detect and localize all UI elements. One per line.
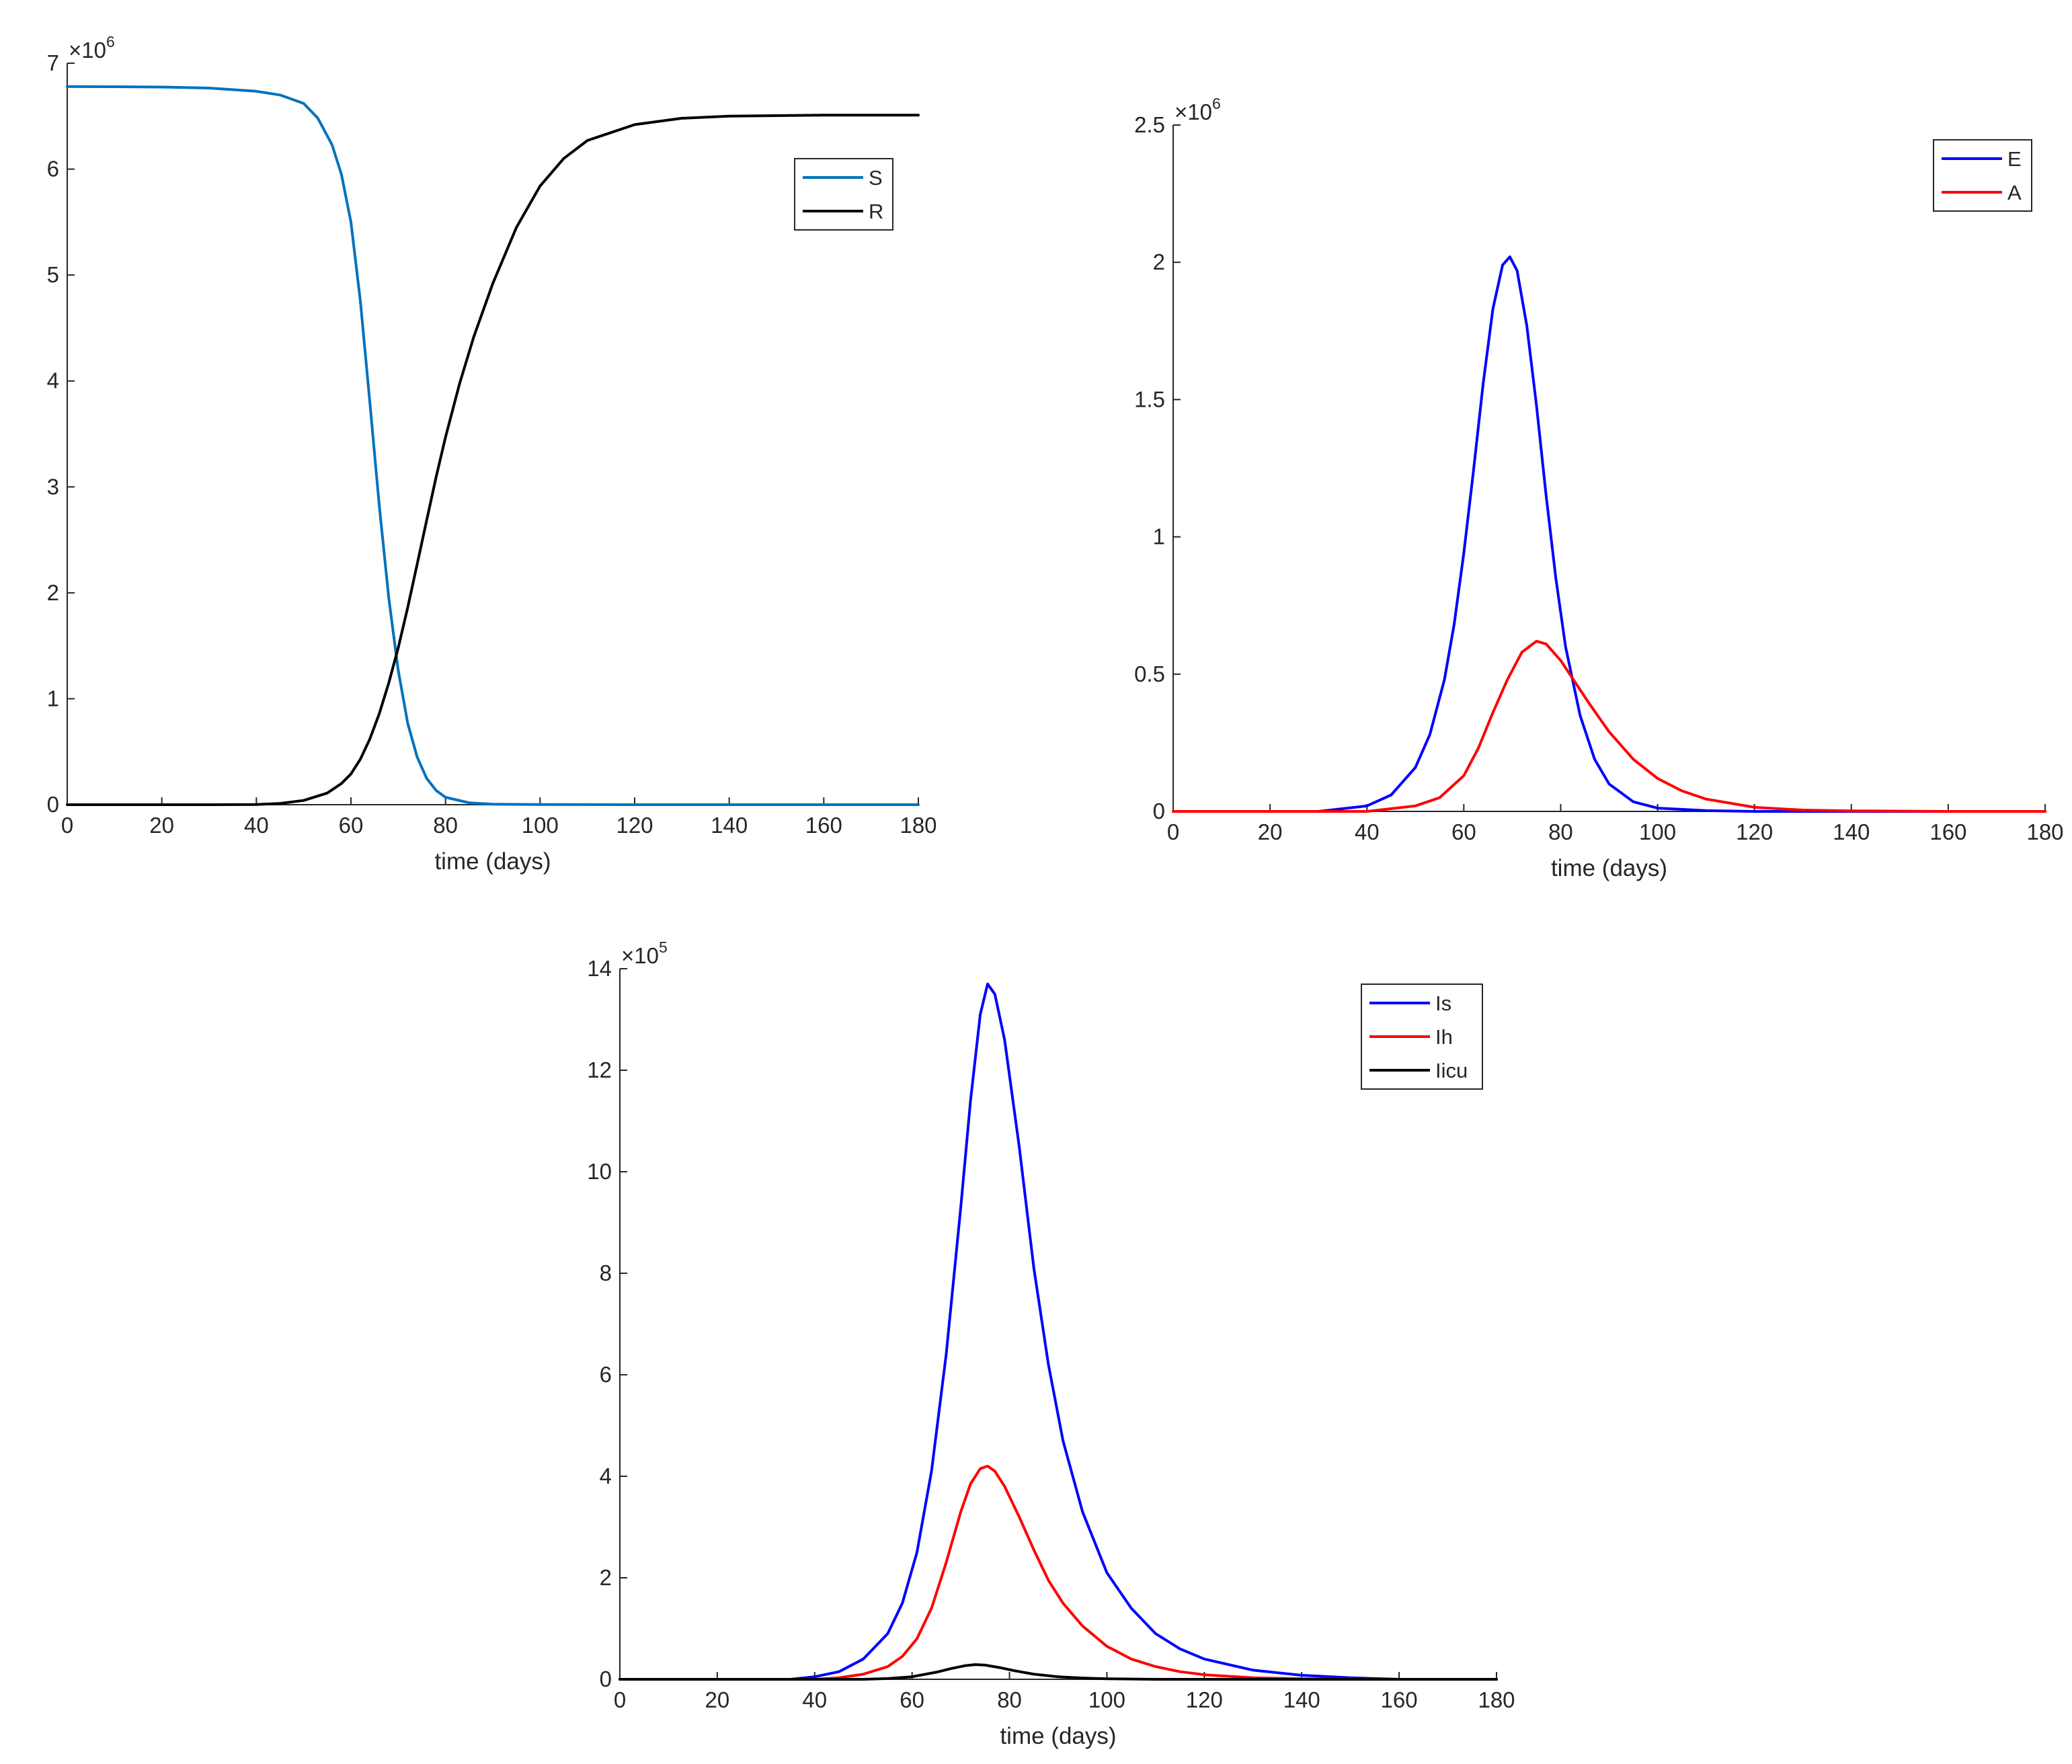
legend-label-e: E: [2007, 147, 2022, 171]
x-tick-label: 40: [802, 1687, 827, 1712]
x-tick-label: 100: [1088, 1687, 1125, 1712]
y-tick-label: 7: [47, 50, 59, 75]
y-tick-label: 8: [600, 1260, 612, 1285]
x-tick-label: 0: [61, 813, 73, 838]
x-tick-label: 20: [149, 813, 174, 838]
x-tick-label: 100: [1639, 819, 1676, 844]
y-tick-label: 0: [600, 1667, 612, 1691]
legend-label-a: A: [2007, 181, 2022, 204]
x-tick-label: 40: [1355, 819, 1380, 844]
y-tick-label: 5: [47, 262, 59, 287]
y-tick-label: 1.5: [1134, 387, 1165, 411]
x-tick-label: 0: [614, 1687, 626, 1712]
x-tick-label: 20: [705, 1687, 730, 1712]
x-tick-label: 60: [339, 813, 364, 838]
legend-box: [1933, 139, 2032, 212]
y-tick-label: 10: [587, 1159, 612, 1184]
y-tick-label: 0.5: [1134, 662, 1165, 686]
y-tick-label: 12: [587, 1057, 612, 1082]
x-tick-label: 120: [1186, 1687, 1223, 1712]
y-tick-label: 6: [600, 1362, 612, 1387]
y-tick-label: 0: [1153, 799, 1165, 824]
y-exponent-power: 6: [106, 33, 115, 50]
x-axis-label: time (days): [434, 848, 551, 875]
x-tick-label: 80: [997, 1687, 1022, 1712]
y-tick-label: 1: [1153, 524, 1165, 549]
series-line-s: [66, 85, 920, 806]
y-exponent-base: ×10: [69, 38, 106, 63]
y-exponent-power: 6: [1212, 95, 1221, 112]
series-line-a: [1172, 639, 2046, 813]
x-tick-label: 180: [2026, 819, 2063, 844]
x-tick-label: 80: [1548, 819, 1573, 844]
x-tick-label: 140: [1833, 819, 1870, 844]
x-tick-label: 120: [616, 813, 653, 838]
y-tick-label: 3: [47, 474, 59, 499]
series-line-e: [1172, 255, 2046, 813]
legend: Is Ih Iicu: [1361, 984, 1483, 1090]
y-exponent-label: ×105: [621, 938, 668, 968]
y-exponent-base: ×10: [621, 943, 659, 968]
y-exponent-label: ×106: [69, 33, 115, 63]
y-exponent-base: ×10: [1174, 99, 1212, 124]
x-tick-label: 180: [1478, 1687, 1515, 1712]
y-exponent-power: 5: [659, 938, 668, 956]
x-tick-label: 0: [1167, 819, 1179, 844]
y-tick-label: 1: [47, 686, 59, 711]
y-exponent-label: ×106: [1174, 95, 1221, 124]
y-tick-label: 14: [587, 956, 612, 981]
series-line-iicu: [619, 1663, 1498, 1681]
x-tick-label: 180: [900, 813, 937, 838]
x-tick-label: 120: [1736, 819, 1773, 844]
legend-label-is: Is: [1435, 992, 1451, 1015]
legend-label-ih: Ih: [1435, 1025, 1453, 1049]
x-tick-label: 160: [805, 813, 842, 838]
x-tick-label: 60: [1451, 819, 1476, 844]
series-line-is: [619, 982, 1498, 1681]
x-tick-label: 20: [1258, 819, 1283, 844]
x-tick-label: 160: [1381, 1687, 1418, 1712]
legend: EA: [1933, 139, 2032, 212]
y-tick-label: 2: [47, 580, 59, 605]
y-tick-label: 2: [600, 1565, 612, 1590]
series-line-ih: [619, 1464, 1498, 1681]
legend-label-r: R: [869, 200, 883, 223]
chart-1: 0 20 40 60 80 100 120 140 160 18001234567×106time…: [47, 33, 937, 875]
y-tick-label: 6: [47, 157, 59, 182]
legend-label-iicu: Iicu: [1435, 1059, 1468, 1082]
x-tick-label: 140: [1283, 1687, 1320, 1712]
chart-2: 0 20 40 60 80 100 120 140 160 180 0 0.5 1 1.5 2 2.5 ×106…: [1134, 95, 2063, 881]
x-axis-label: time (days): [1000, 1723, 1116, 1749]
legend-box: [794, 158, 893, 231]
legend-label-s: S: [869, 166, 883, 190]
y-tick-label: 4: [47, 368, 59, 393]
series-line-r: [66, 114, 920, 806]
x-tick-label: 80: [433, 813, 458, 838]
legend: SR: [794, 158, 893, 231]
y-tick-label: 0: [47, 792, 59, 817]
x-tick-label: 140: [711, 813, 748, 838]
y-tick-label: 2: [1153, 249, 1165, 274]
x-tick-label: 60: [900, 1687, 924, 1712]
y-tick-label: 2.5: [1134, 112, 1165, 137]
chart-3: 0 20 40 60 80 100 120 140 160 180 0 2 4 6 8 10 12 14 ×105 t…: [587, 938, 1515, 1749]
x-tick-label: 160: [1929, 819, 1966, 844]
x-axis-label: time (days): [1551, 855, 1667, 881]
x-tick-label: 100: [522, 813, 559, 838]
y-tick-label: 4: [600, 1464, 612, 1488]
x-tick-label: 40: [244, 813, 269, 838]
